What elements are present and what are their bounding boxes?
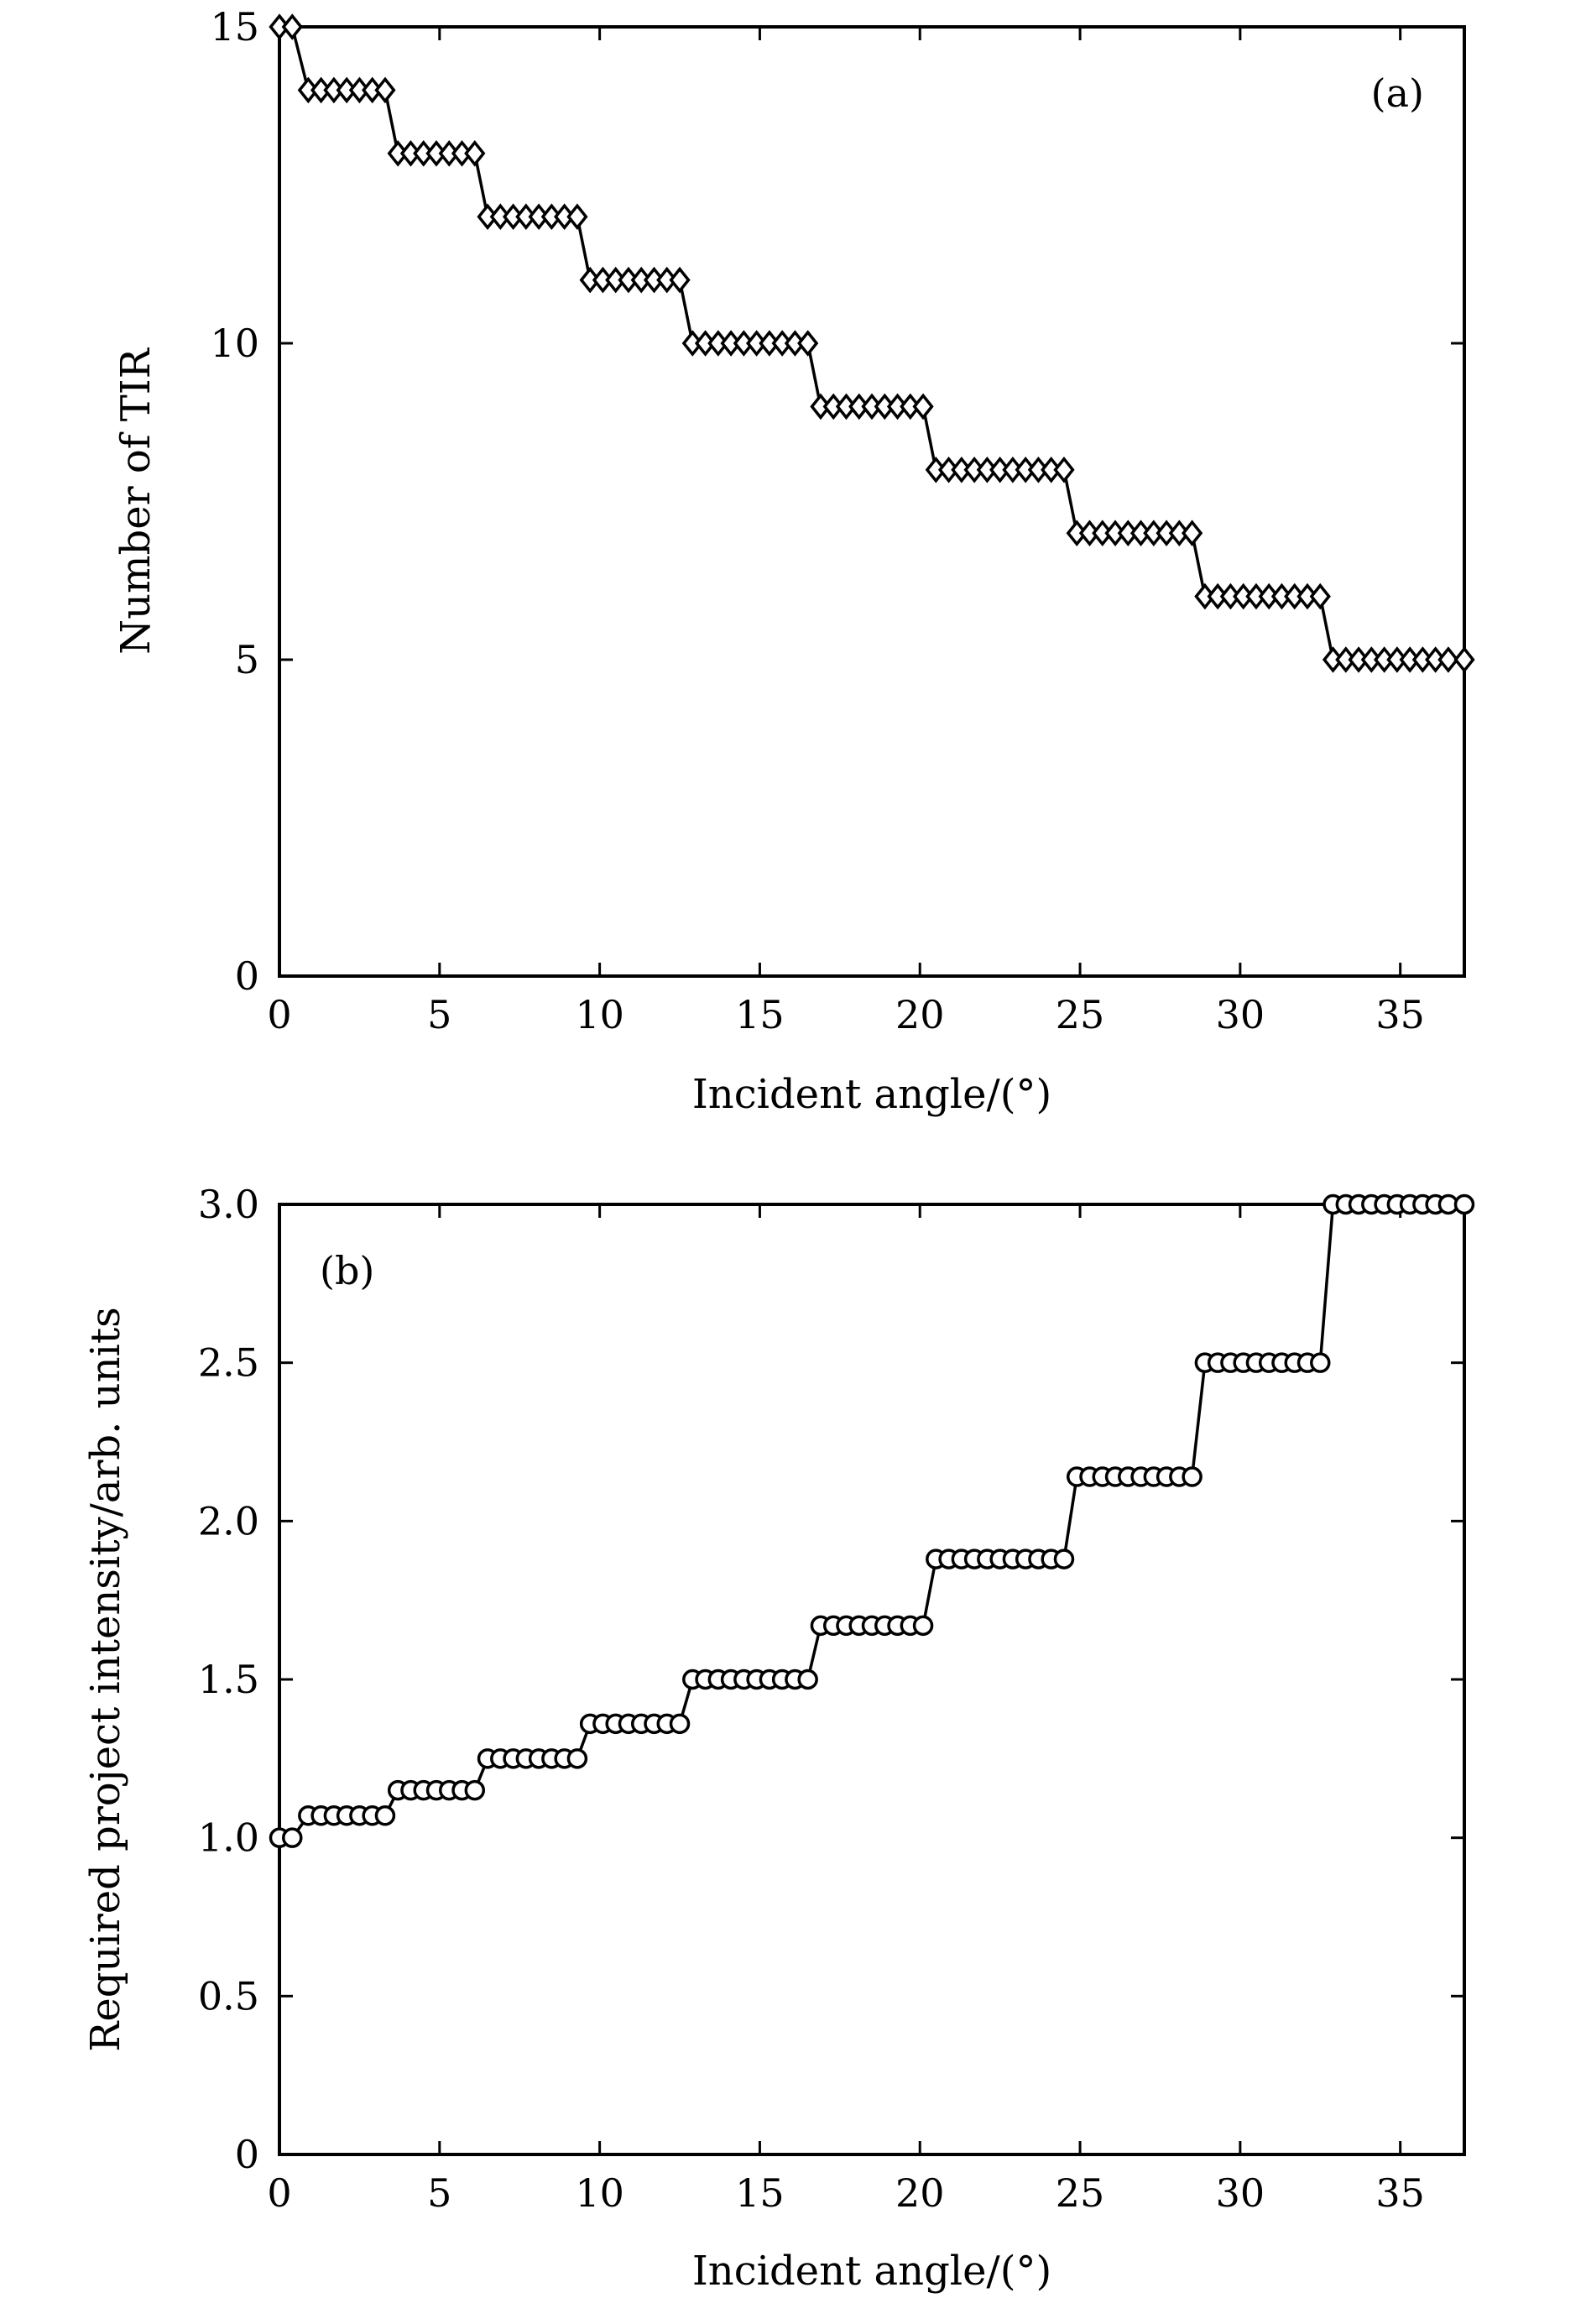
x-tick-label: 35 xyxy=(1375,2170,1425,2216)
x-tick-label: 15 xyxy=(735,2170,785,2216)
x-axis-title: Incident angle/(°) xyxy=(692,2248,1051,2295)
data-point-diamond xyxy=(1453,646,1475,673)
x-tick-label: 10 xyxy=(575,2170,624,2216)
data-point-circle xyxy=(1053,1548,1075,1569)
x-tick-label: 10 xyxy=(575,992,624,1037)
x-tick-label: 0 xyxy=(267,2170,291,2216)
data-point-diamond xyxy=(669,266,691,294)
y-tick-label: 2.0 xyxy=(198,1498,259,1543)
panel-label: (b) xyxy=(320,1248,374,1293)
data-point-diamond xyxy=(1053,456,1075,483)
data-point-circle xyxy=(669,1713,691,1735)
x-tick-label: 25 xyxy=(1056,992,1105,1037)
series-line xyxy=(279,1203,1464,1840)
x-tick-label: 15 xyxy=(735,992,785,1037)
x-axis-title: Incident angle/(°) xyxy=(692,1071,1051,1118)
y-axis-title: Required project intensity/arb. units xyxy=(82,1307,129,2052)
data-point-circle xyxy=(912,1615,934,1637)
x-tick-label: 5 xyxy=(427,992,451,1037)
panel-label: (a) xyxy=(1371,71,1424,116)
data-point-diamond xyxy=(464,139,486,167)
x-tick-label: 30 xyxy=(1216,992,1265,1037)
data-point-circle xyxy=(1453,1193,1475,1215)
y-tick-label: 3.0 xyxy=(198,1182,259,1227)
y-tick-label: 5 xyxy=(235,637,259,682)
data-point-diamond xyxy=(797,330,819,357)
y-tick-label: 0 xyxy=(235,953,259,999)
plot-frame xyxy=(278,1203,1466,2156)
plot-frame xyxy=(278,25,1466,978)
data-point-diamond xyxy=(374,76,396,104)
data-point-circle xyxy=(566,1748,588,1769)
y-tick-label: 0 xyxy=(235,2132,259,2177)
x-tick-label: 20 xyxy=(895,2170,945,2216)
data-point-diamond xyxy=(1309,582,1331,610)
x-tick-label: 0 xyxy=(267,992,291,1037)
data-point-circle xyxy=(797,1669,818,1690)
y-axis-title: Number of TIR xyxy=(112,347,159,655)
y-tick-label: 2.5 xyxy=(198,1340,259,1386)
y-tick-label: 1.5 xyxy=(198,1657,259,1702)
data-point-diamond xyxy=(912,393,934,420)
chart-panel-b: 0 5 10 15 20 25 30 35 0 0.5 1.0 1.5 2.0 2.5 3.0 Inciden… xyxy=(82,1182,1475,2295)
x-tick-label: 35 xyxy=(1375,992,1425,1037)
data-point-diamond xyxy=(1437,646,1459,673)
data-point-circle xyxy=(282,1827,303,1848)
data-point-diamond xyxy=(1181,520,1203,547)
x-tick-label: 25 xyxy=(1056,2170,1105,2216)
y-tick-label: 10 xyxy=(210,321,259,366)
data-point-circle xyxy=(1310,1352,1331,1373)
y-tick-label: 0.5 xyxy=(198,1973,259,2018)
x-tick-label: 5 xyxy=(427,2170,451,2216)
data-point-circle xyxy=(374,1805,396,1826)
y-tick-label: 15 xyxy=(210,4,259,50)
y-tick-label: 1.0 xyxy=(198,1815,259,1861)
x-tick-label: 20 xyxy=(895,992,945,1037)
chart-panel-a: 0 5 10 15 20 25 30 35 0 5 10 15 Incident angle/(°) Nu… xyxy=(112,4,1475,1118)
data-point-diamond xyxy=(566,203,588,231)
series-line xyxy=(279,25,1464,661)
data-point-circle xyxy=(1182,1466,1203,1487)
x-tick-label: 30 xyxy=(1216,2170,1265,2216)
data-point-circle xyxy=(464,1779,486,1801)
data-point-diamond xyxy=(281,13,303,40)
